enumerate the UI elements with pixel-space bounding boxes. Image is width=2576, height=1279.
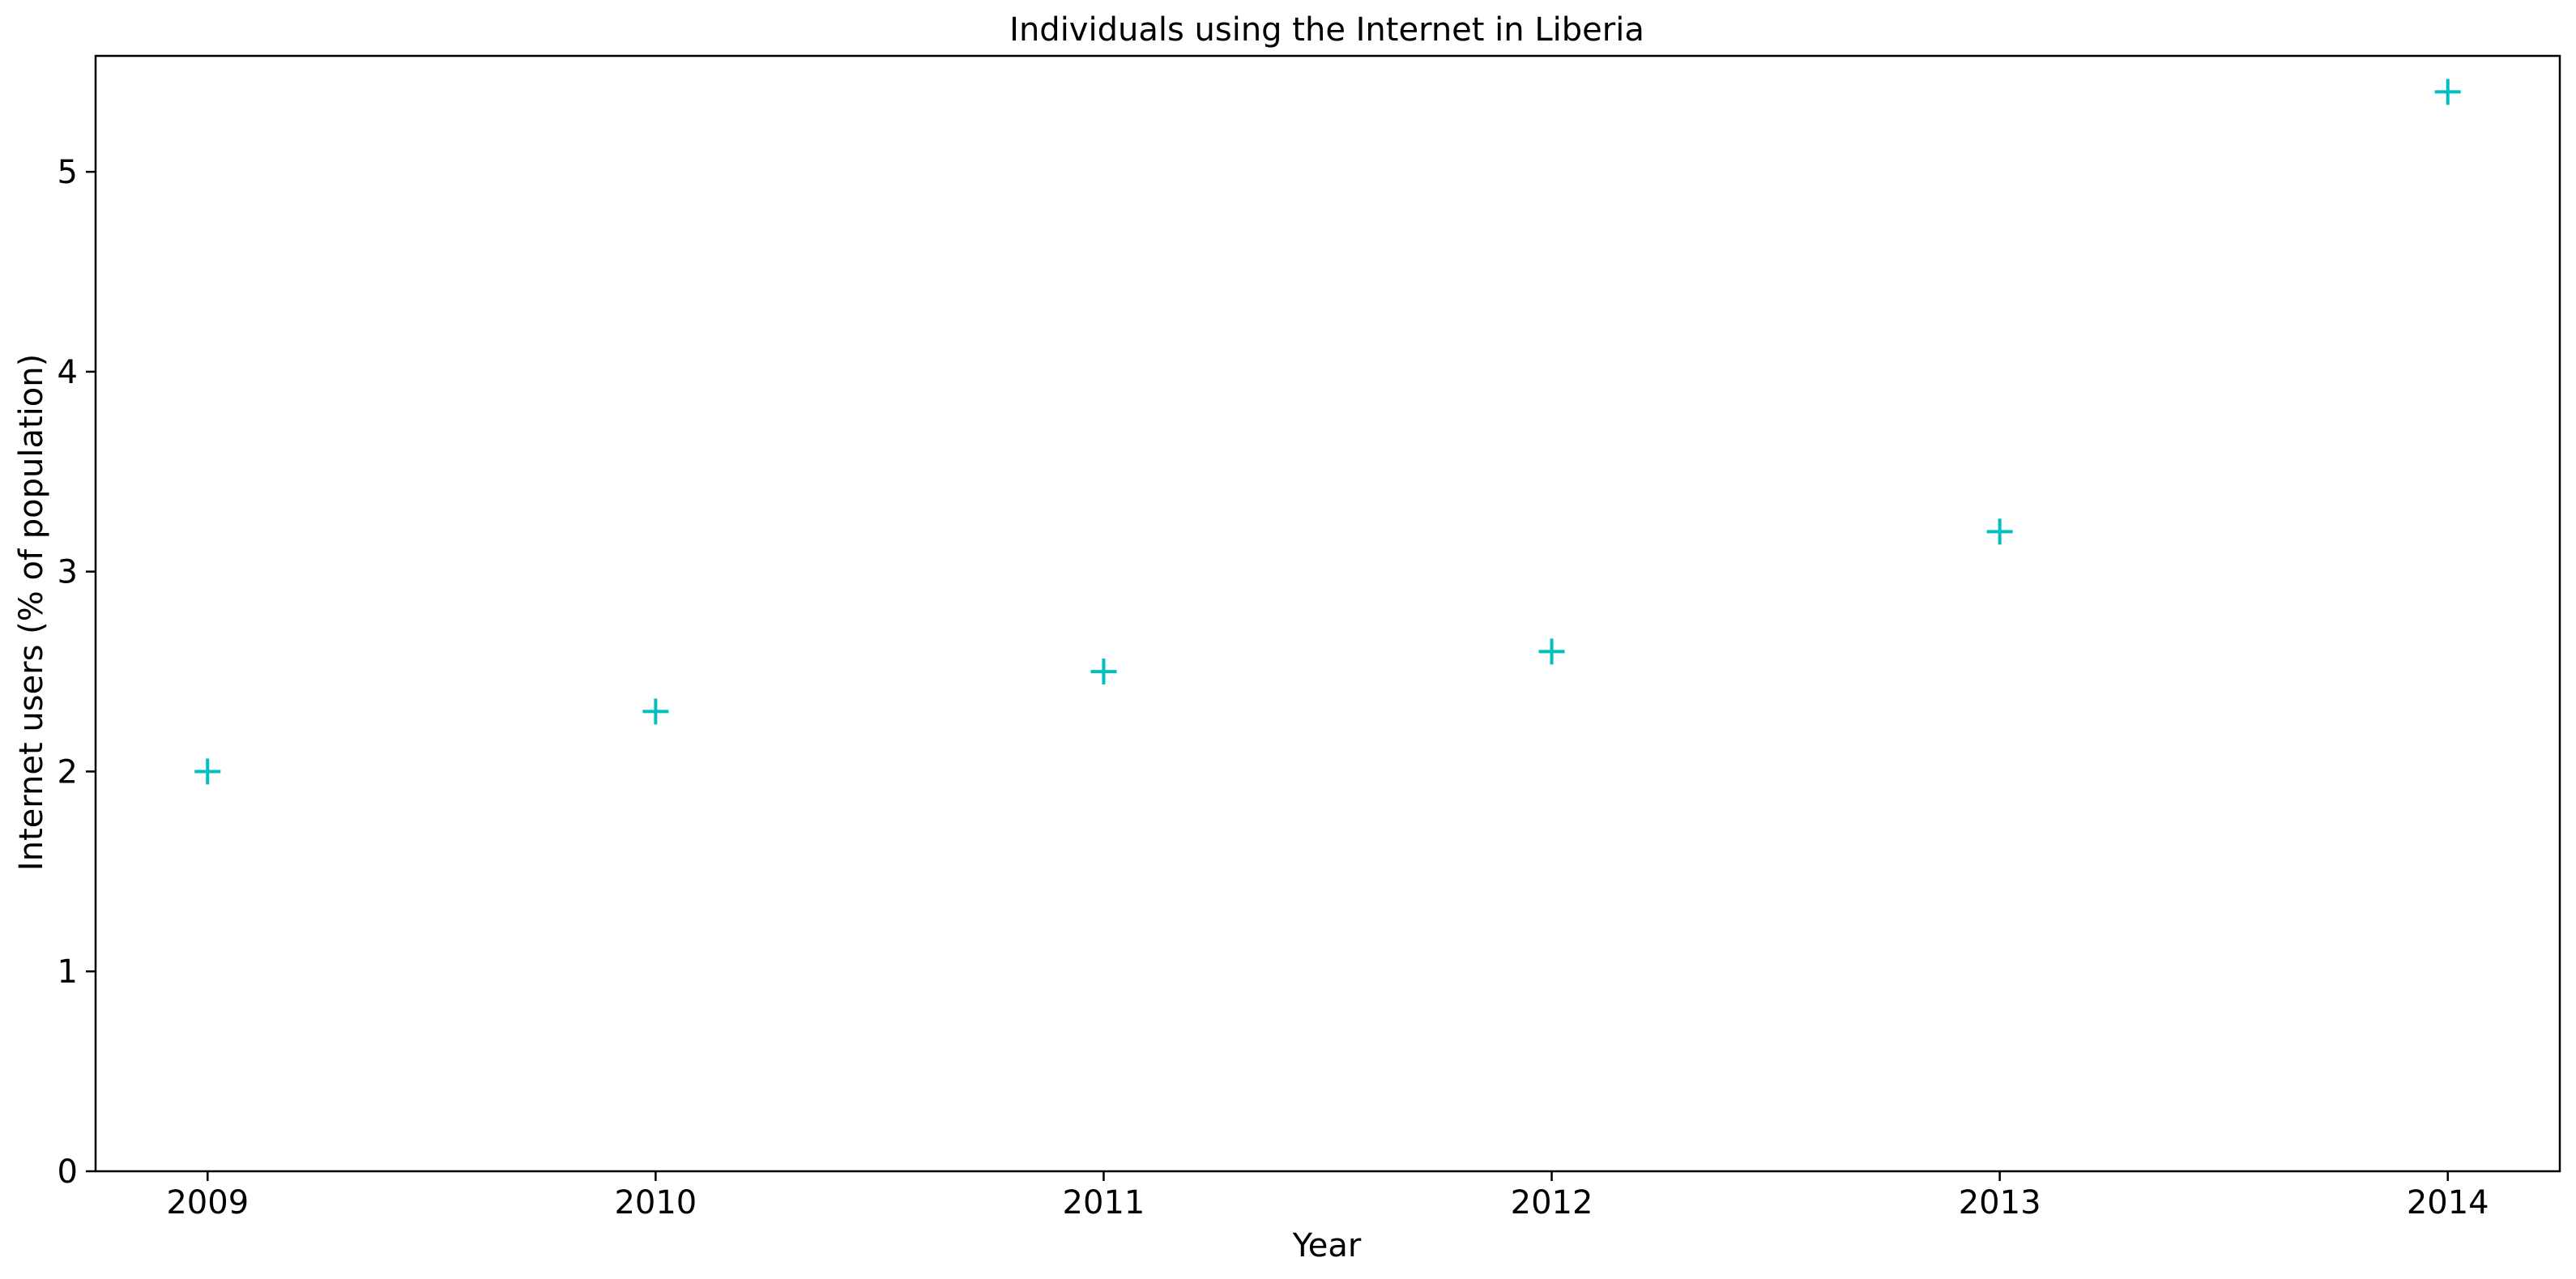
data-point <box>642 698 669 725</box>
y-tick-label: 3 <box>58 554 78 591</box>
x-tick-label: 2010 <box>614 1184 697 1221</box>
x-tick-label: 2013 <box>1959 1184 2041 1221</box>
x-tick-label: 2011 <box>1063 1184 1145 1221</box>
y-tick-label: 5 <box>58 154 78 191</box>
y-tick-label: 1 <box>58 953 78 991</box>
data-point <box>2434 79 2461 105</box>
plot-frame <box>94 54 2561 1173</box>
x-tick-label: 2014 <box>2407 1184 2489 1221</box>
data-point <box>194 758 221 785</box>
chart-title: Individuals using the Internet in Liberi… <box>1009 11 1644 49</box>
data-point <box>1538 638 1565 665</box>
y-tick-label: 2 <box>58 753 78 791</box>
data-point <box>1986 518 2013 545</box>
x-tick-label: 2012 <box>1511 1184 1593 1221</box>
x-tick-label: 2009 <box>166 1184 249 1221</box>
data-point <box>1090 659 1117 685</box>
y-tick-label: 0 <box>58 1153 78 1191</box>
plot-area: 2009 2010 2011 2012 2013 2014 0 1 2 3 4 5 <box>58 54 2561 1221</box>
y-tick-label: 4 <box>58 354 78 391</box>
y-axis-title: Internet users (% of population) <box>13 354 50 871</box>
x-axis-title: Year <box>1292 1227 1362 1264</box>
